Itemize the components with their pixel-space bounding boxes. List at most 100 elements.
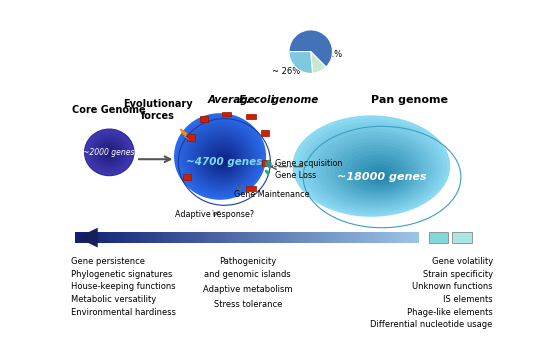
Bar	[261, 130, 268, 136]
Bar	[192, 232, 195, 243]
Bar	[364, 232, 366, 243]
Bar	[384, 232, 387, 243]
Bar	[139, 232, 142, 243]
Text: Differential nucleotide usage: Differential nucleotide usage	[371, 320, 493, 329]
Bar	[352, 232, 355, 243]
Bar	[375, 232, 377, 243]
Ellipse shape	[198, 136, 246, 182]
Bar	[157, 232, 160, 243]
Polygon shape	[266, 170, 269, 175]
Circle shape	[368, 167, 393, 183]
Bar	[78, 232, 80, 243]
Text: ~4700 genes: ~4700 genes	[186, 157, 262, 167]
Bar	[222, 111, 231, 116]
Bar	[407, 232, 410, 243]
Bar	[411, 232, 414, 243]
Bar	[217, 232, 219, 243]
Bar	[293, 232, 295, 243]
Text: Unknown functions: Unknown functions	[412, 282, 493, 291]
Bar	[409, 232, 412, 243]
Text: ~18000 genes: ~18000 genes	[337, 172, 427, 182]
Bar	[133, 232, 135, 243]
Bar	[277, 232, 279, 243]
Ellipse shape	[211, 149, 235, 172]
Text: Pathogenicity: Pathogenicity	[219, 257, 277, 266]
Bar	[171, 232, 174, 243]
Bar	[297, 232, 300, 243]
Text: Environmental hardiness: Environmental hardiness	[71, 308, 176, 316]
Bar	[153, 232, 156, 243]
Bar	[155, 232, 158, 243]
Bar	[315, 232, 318, 243]
Ellipse shape	[219, 157, 229, 166]
Bar	[238, 232, 240, 243]
Bar	[187, 232, 190, 243]
Text: Evolutionary
forces: Evolutionary forces	[123, 99, 193, 121]
Bar	[452, 232, 471, 243]
Bar	[103, 232, 105, 243]
Bar	[370, 232, 373, 243]
Bar	[96, 232, 98, 243]
Bar	[368, 232, 371, 243]
Bar	[100, 232, 103, 243]
Bar	[393, 232, 396, 243]
Text: Average: Average	[207, 95, 258, 105]
Bar	[322, 232, 325, 243]
Wedge shape	[311, 52, 326, 73]
Bar	[226, 232, 229, 243]
Polygon shape	[180, 129, 187, 134]
Bar	[247, 232, 249, 243]
Bar	[176, 232, 179, 243]
Circle shape	[311, 129, 436, 208]
Bar	[121, 232, 124, 243]
Ellipse shape	[179, 118, 262, 196]
Circle shape	[340, 148, 414, 196]
Circle shape	[307, 125, 439, 210]
Bar	[317, 232, 320, 243]
Bar	[348, 232, 350, 243]
Bar	[98, 232, 101, 243]
Bar	[242, 232, 245, 243]
Bar	[354, 232, 357, 243]
Ellipse shape	[190, 129, 253, 188]
Bar	[183, 174, 191, 180]
Text: Adaptive response?: Adaptive response?	[175, 210, 255, 219]
Bar	[382, 232, 384, 243]
Text: ~62%: ~62%	[292, 84, 320, 93]
Text: Stress tolerance: Stress tolerance	[213, 300, 282, 309]
Text: Phylogenetic signatures: Phylogenetic signatures	[71, 270, 172, 279]
Text: Gene acquisition: Gene acquisition	[274, 159, 342, 168]
Bar	[340, 232, 343, 243]
Ellipse shape	[174, 113, 266, 200]
Bar	[130, 232, 133, 243]
Circle shape	[372, 171, 389, 181]
Ellipse shape	[87, 131, 131, 173]
Ellipse shape	[85, 129, 134, 176]
Ellipse shape	[222, 159, 227, 164]
Bar	[86, 232, 89, 243]
Bar	[212, 232, 215, 243]
Wedge shape	[289, 52, 312, 73]
Ellipse shape	[187, 126, 255, 190]
Bar	[206, 232, 208, 243]
Bar	[169, 232, 172, 243]
Bar	[267, 232, 270, 243]
Bar	[112, 232, 114, 243]
Circle shape	[297, 119, 447, 215]
Bar	[224, 232, 227, 243]
Bar	[398, 232, 400, 243]
Bar	[148, 232, 151, 243]
Bar	[246, 114, 256, 119]
Text: Core Genome: Core Genome	[73, 105, 146, 115]
Text: Metabolic versatility: Metabolic versatility	[71, 295, 156, 304]
Bar	[258, 232, 261, 243]
Bar	[320, 232, 323, 243]
Bar	[200, 116, 208, 122]
Circle shape	[359, 161, 400, 188]
Bar	[331, 232, 334, 243]
Wedge shape	[289, 30, 333, 67]
Bar	[379, 232, 382, 243]
Bar	[356, 232, 359, 243]
Ellipse shape	[94, 137, 125, 167]
Bar	[204, 232, 206, 243]
